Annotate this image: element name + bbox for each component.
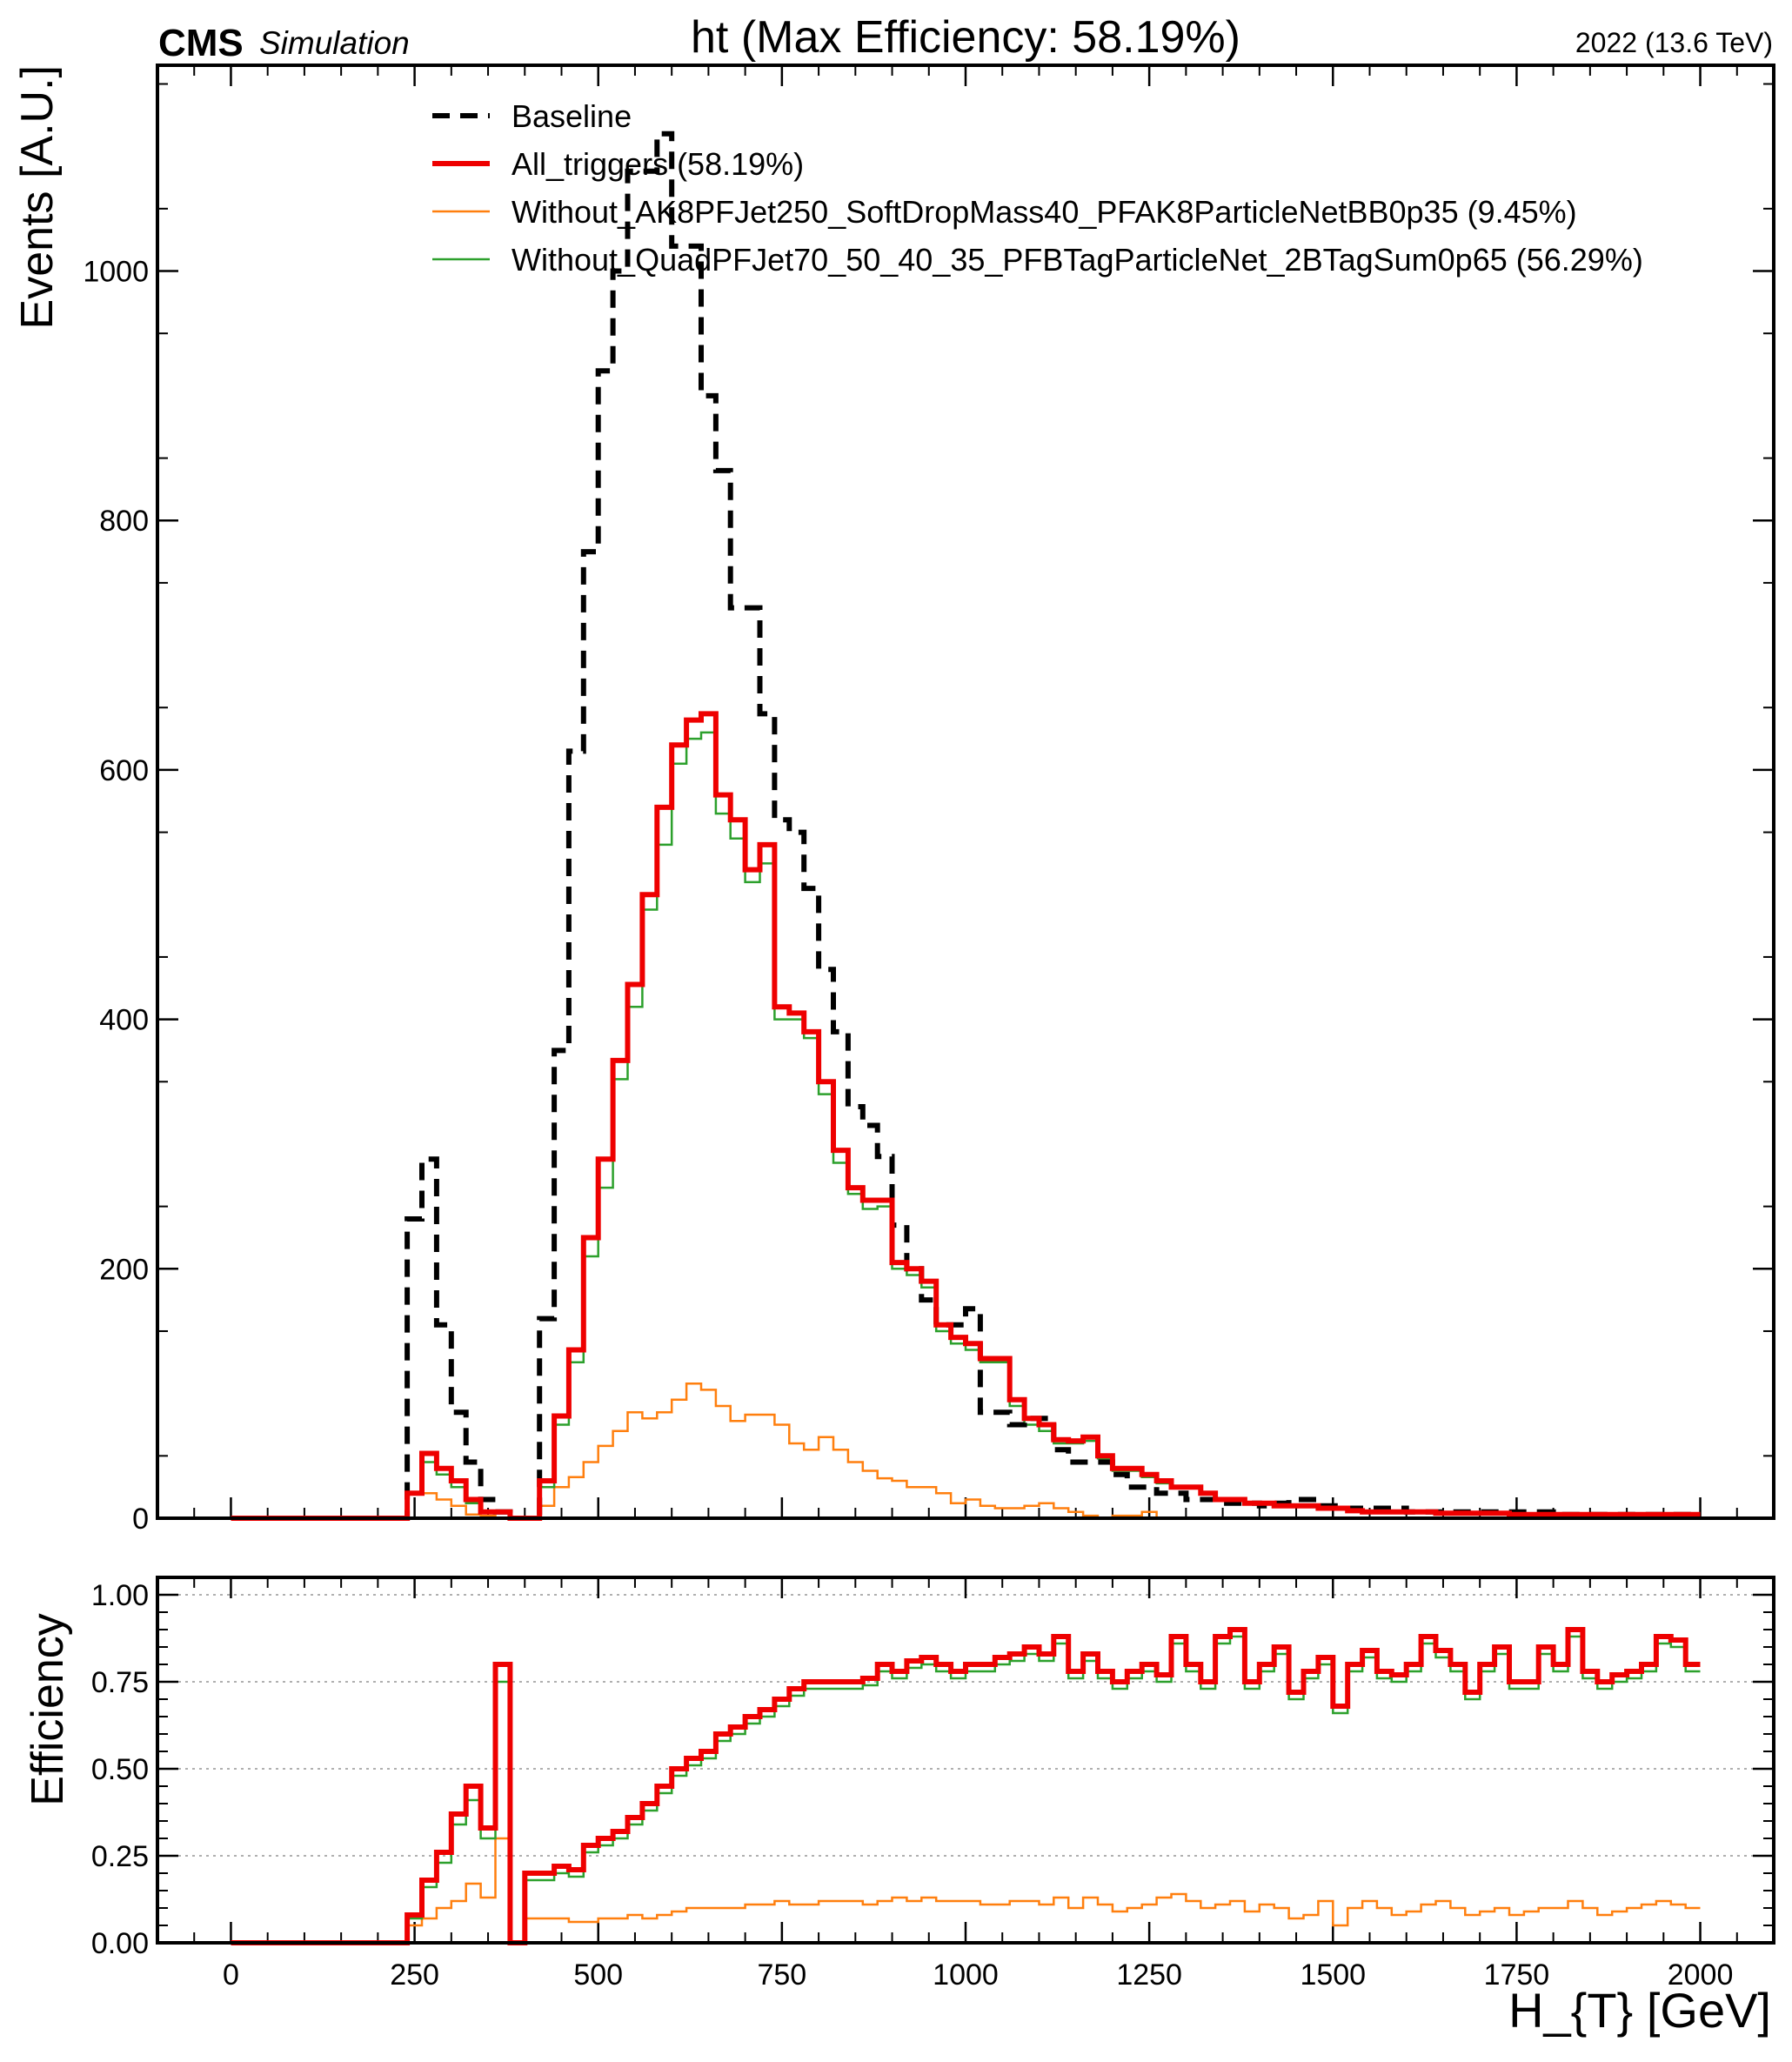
- x-tick-label: 750: [757, 1958, 806, 1992]
- x-tick-label: 1000: [933, 1958, 999, 1992]
- bottom-y-tick-label: 1.00: [91, 1579, 149, 1612]
- x-tick-label: 500: [573, 1958, 623, 1992]
- bottom-y-tick-label: 0.75: [91, 1666, 149, 1699]
- top-y-tick-label: 1000: [83, 256, 149, 289]
- top-y-tick-label: 400: [99, 1004, 149, 1037]
- legend-entry: Baseline: [512, 98, 632, 134]
- x-tick-label: 1250: [1116, 1958, 1182, 1992]
- x-tick-label: 1500: [1300, 1958, 1366, 1992]
- lumi-label: 2022 (13.6 TeV): [1575, 27, 1773, 58]
- bottom-y-axis-label: Efficiency: [23, 1613, 73, 1806]
- legend-entry: Without_QuadPFJet70_50_40_35_PFBTagParti…: [512, 242, 1643, 278]
- top-y-tick-label: 600: [99, 754, 149, 787]
- ratio-panel: Efficiency 0.00 0.25 0.50 0.75 1.00 0 250 500 75…: [23, 1576, 1775, 2038]
- top-y-axis-label: Events [A.U.]: [12, 65, 63, 329]
- legend-entry: All_triggers (58.19%): [512, 146, 804, 182]
- bottom-series-line: [231, 1627, 1701, 1945]
- bottom-y-tick-label: 0.50: [91, 1753, 149, 1786]
- plot-title: ht (Max Efficiency: 58.19%): [691, 12, 1240, 63]
- main-panel: Events [A.U.] 0 200 400 600 800 1000 Baseline…: [12, 64, 1775, 1536]
- x-tick-label: 1750: [1484, 1958, 1550, 1992]
- top-y-tick-label: 800: [99, 505, 149, 538]
- x-tick-label: 2000: [1668, 1958, 1734, 1992]
- bottom-y-tick-label: 0.00: [91, 1927, 149, 1960]
- top-y-tick-label: 200: [99, 1253, 149, 1286]
- x-axis-label: H_{T} [GeV]: [1508, 1983, 1771, 2038]
- experiment-label: CMS: [158, 22, 244, 64]
- top-frame: [156, 64, 1775, 1520]
- bottom-frame: [156, 1576, 1775, 1945]
- x-tick-label: 0: [223, 1958, 239, 1992]
- top-y-tick-label: 0: [132, 1503, 149, 1536]
- legend-entry: Without_AK8PFJet250_SoftDropMass40_PFAK8…: [512, 194, 1577, 230]
- status-label: Simulation: [259, 25, 410, 61]
- x-tick-label: 250: [390, 1958, 439, 1992]
- bottom-histograms: [231, 1627, 1701, 1945]
- bottom-y-tick-label: 0.25: [91, 1840, 149, 1873]
- legend: Baseline All_triggers (58.19%) Without_AK8…: [432, 98, 1643, 278]
